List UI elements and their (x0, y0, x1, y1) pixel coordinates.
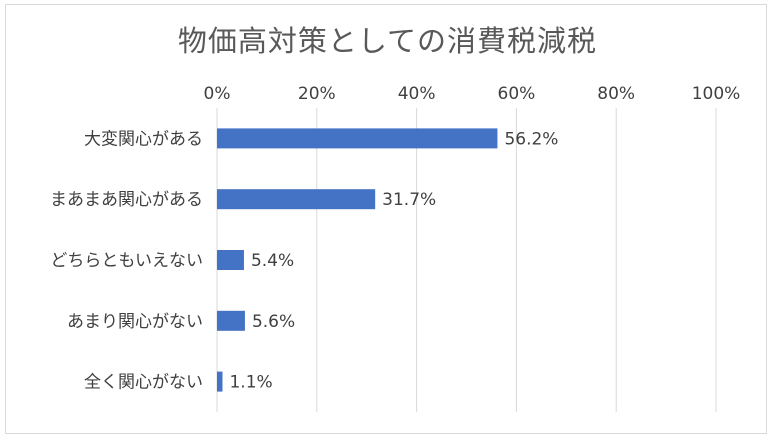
category-label: どちらともいえない (50, 251, 203, 271)
bars (217, 128, 498, 392)
gridlines (216, 108, 717, 412)
bar (217, 189, 376, 210)
category-label: 大変関心がある (84, 129, 203, 149)
chart-frame (5, 4, 767, 434)
x-axis-ticks: 0% 20% 40% 60% 80% 100% (204, 84, 741, 104)
x-tick-label: 100% (692, 84, 741, 104)
data-labels: 56.2% 31.7% 5.4% 5.6% 1.1% (229, 129, 558, 392)
bar (217, 371, 223, 392)
data-label: 31.7% (382, 190, 436, 210)
data-label: 5.6% (252, 312, 295, 332)
category-label: あまり関心がない (67, 312, 203, 332)
data-label: 56.2% (504, 129, 558, 149)
x-tick-label: 80% (597, 84, 635, 104)
data-label: 5.4% (251, 251, 294, 271)
bar (217, 128, 498, 149)
category-label: 全く関心がない (84, 373, 203, 393)
x-tick-label: 40% (398, 84, 436, 104)
bar (217, 310, 245, 331)
bar (217, 250, 244, 270)
x-tick-label: 20% (298, 84, 336, 104)
chart-title: 物価高対策としての消費税減税 (177, 24, 598, 58)
x-tick-label: 60% (498, 84, 536, 104)
x-tick-label: 0% (204, 84, 231, 104)
data-label: 1.1% (229, 373, 272, 393)
category-label: まあまあ関心がある (50, 190, 203, 210)
